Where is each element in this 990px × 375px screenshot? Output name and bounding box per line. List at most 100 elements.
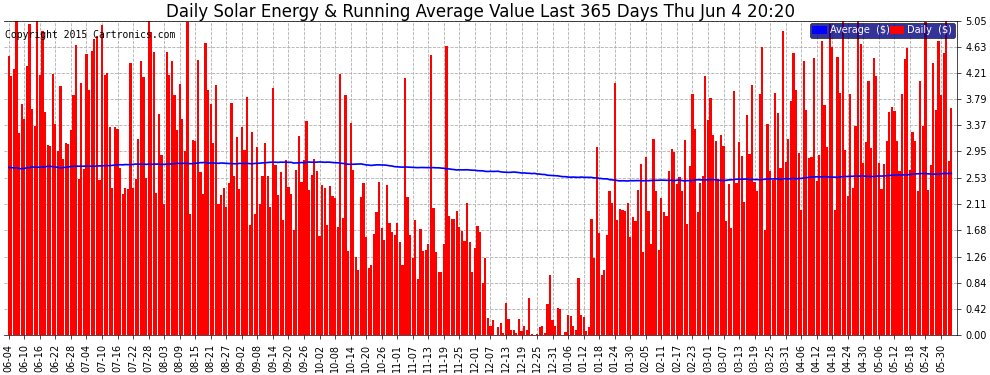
Bar [324,188,326,335]
Bar [725,221,728,335]
Bar [251,132,253,335]
Bar [383,240,385,335]
Bar [72,95,74,335]
Bar [233,176,236,335]
Bar [484,258,486,335]
Bar [422,251,425,335]
Bar [559,309,561,335]
Bar [34,126,36,335]
Bar [189,214,191,335]
Bar [337,227,339,335]
Bar [720,135,722,335]
Bar [782,31,784,335]
Bar [98,180,101,335]
Bar [157,114,160,335]
Bar [909,170,911,335]
Bar [536,334,539,335]
Bar [927,190,930,335]
Bar [165,53,168,335]
Bar [435,252,438,335]
Bar [761,47,763,335]
Bar [851,188,854,335]
Bar [365,237,367,335]
Bar [42,31,44,335]
Bar [352,170,354,335]
Bar [546,304,548,335]
Bar [821,41,823,335]
Bar [75,45,77,335]
Bar [919,81,922,335]
Bar [261,176,263,335]
Bar [373,234,375,335]
Bar [104,75,106,335]
Bar [489,327,492,335]
Bar [357,270,359,335]
Bar [399,242,401,335]
Bar [857,21,859,335]
Bar [585,330,587,335]
Bar [386,185,388,335]
Bar [375,212,377,335]
Bar [883,164,885,335]
Bar [906,48,909,335]
Bar [619,209,621,335]
Bar [321,186,323,335]
Bar [428,244,430,335]
Bar [152,51,154,335]
Bar [834,210,836,335]
Bar [738,142,741,335]
Bar [779,168,781,335]
Bar [119,168,121,335]
Bar [808,158,810,335]
Bar [846,196,848,335]
Bar [70,129,72,335]
Bar [430,55,432,335]
Bar [171,61,173,335]
Bar [101,25,103,335]
Bar [349,123,351,335]
Bar [676,184,678,335]
Bar [878,163,880,335]
Bar [715,141,717,335]
Bar [453,219,455,335]
Bar [326,225,329,335]
Bar [649,244,652,335]
Bar [23,119,26,335]
Bar [218,204,220,335]
Bar [225,207,228,335]
Bar [29,24,31,335]
Bar [269,207,271,335]
Bar [64,142,67,335]
Bar [945,21,947,335]
Bar [241,127,243,335]
Bar [777,113,779,335]
Bar [644,158,646,335]
Bar [867,81,869,335]
Bar [346,251,349,335]
Bar [231,103,233,335]
Bar [632,217,634,335]
Bar [829,24,831,335]
Bar [88,90,90,335]
Bar [316,171,318,335]
Bar [824,105,826,335]
Bar [334,198,337,335]
Bar [114,126,116,335]
Bar [362,183,364,335]
Bar [332,196,334,335]
Bar [643,252,644,335]
Bar [660,198,662,335]
Bar [611,203,613,335]
Bar [756,191,758,335]
Bar [443,244,445,335]
Bar [580,315,582,335]
Bar [622,210,624,335]
Bar [691,94,694,335]
Bar [614,83,616,335]
Bar [173,95,175,335]
Bar [258,204,261,335]
Bar [899,171,901,335]
Bar [717,179,720,335]
Bar [308,190,310,335]
Bar [699,183,701,335]
